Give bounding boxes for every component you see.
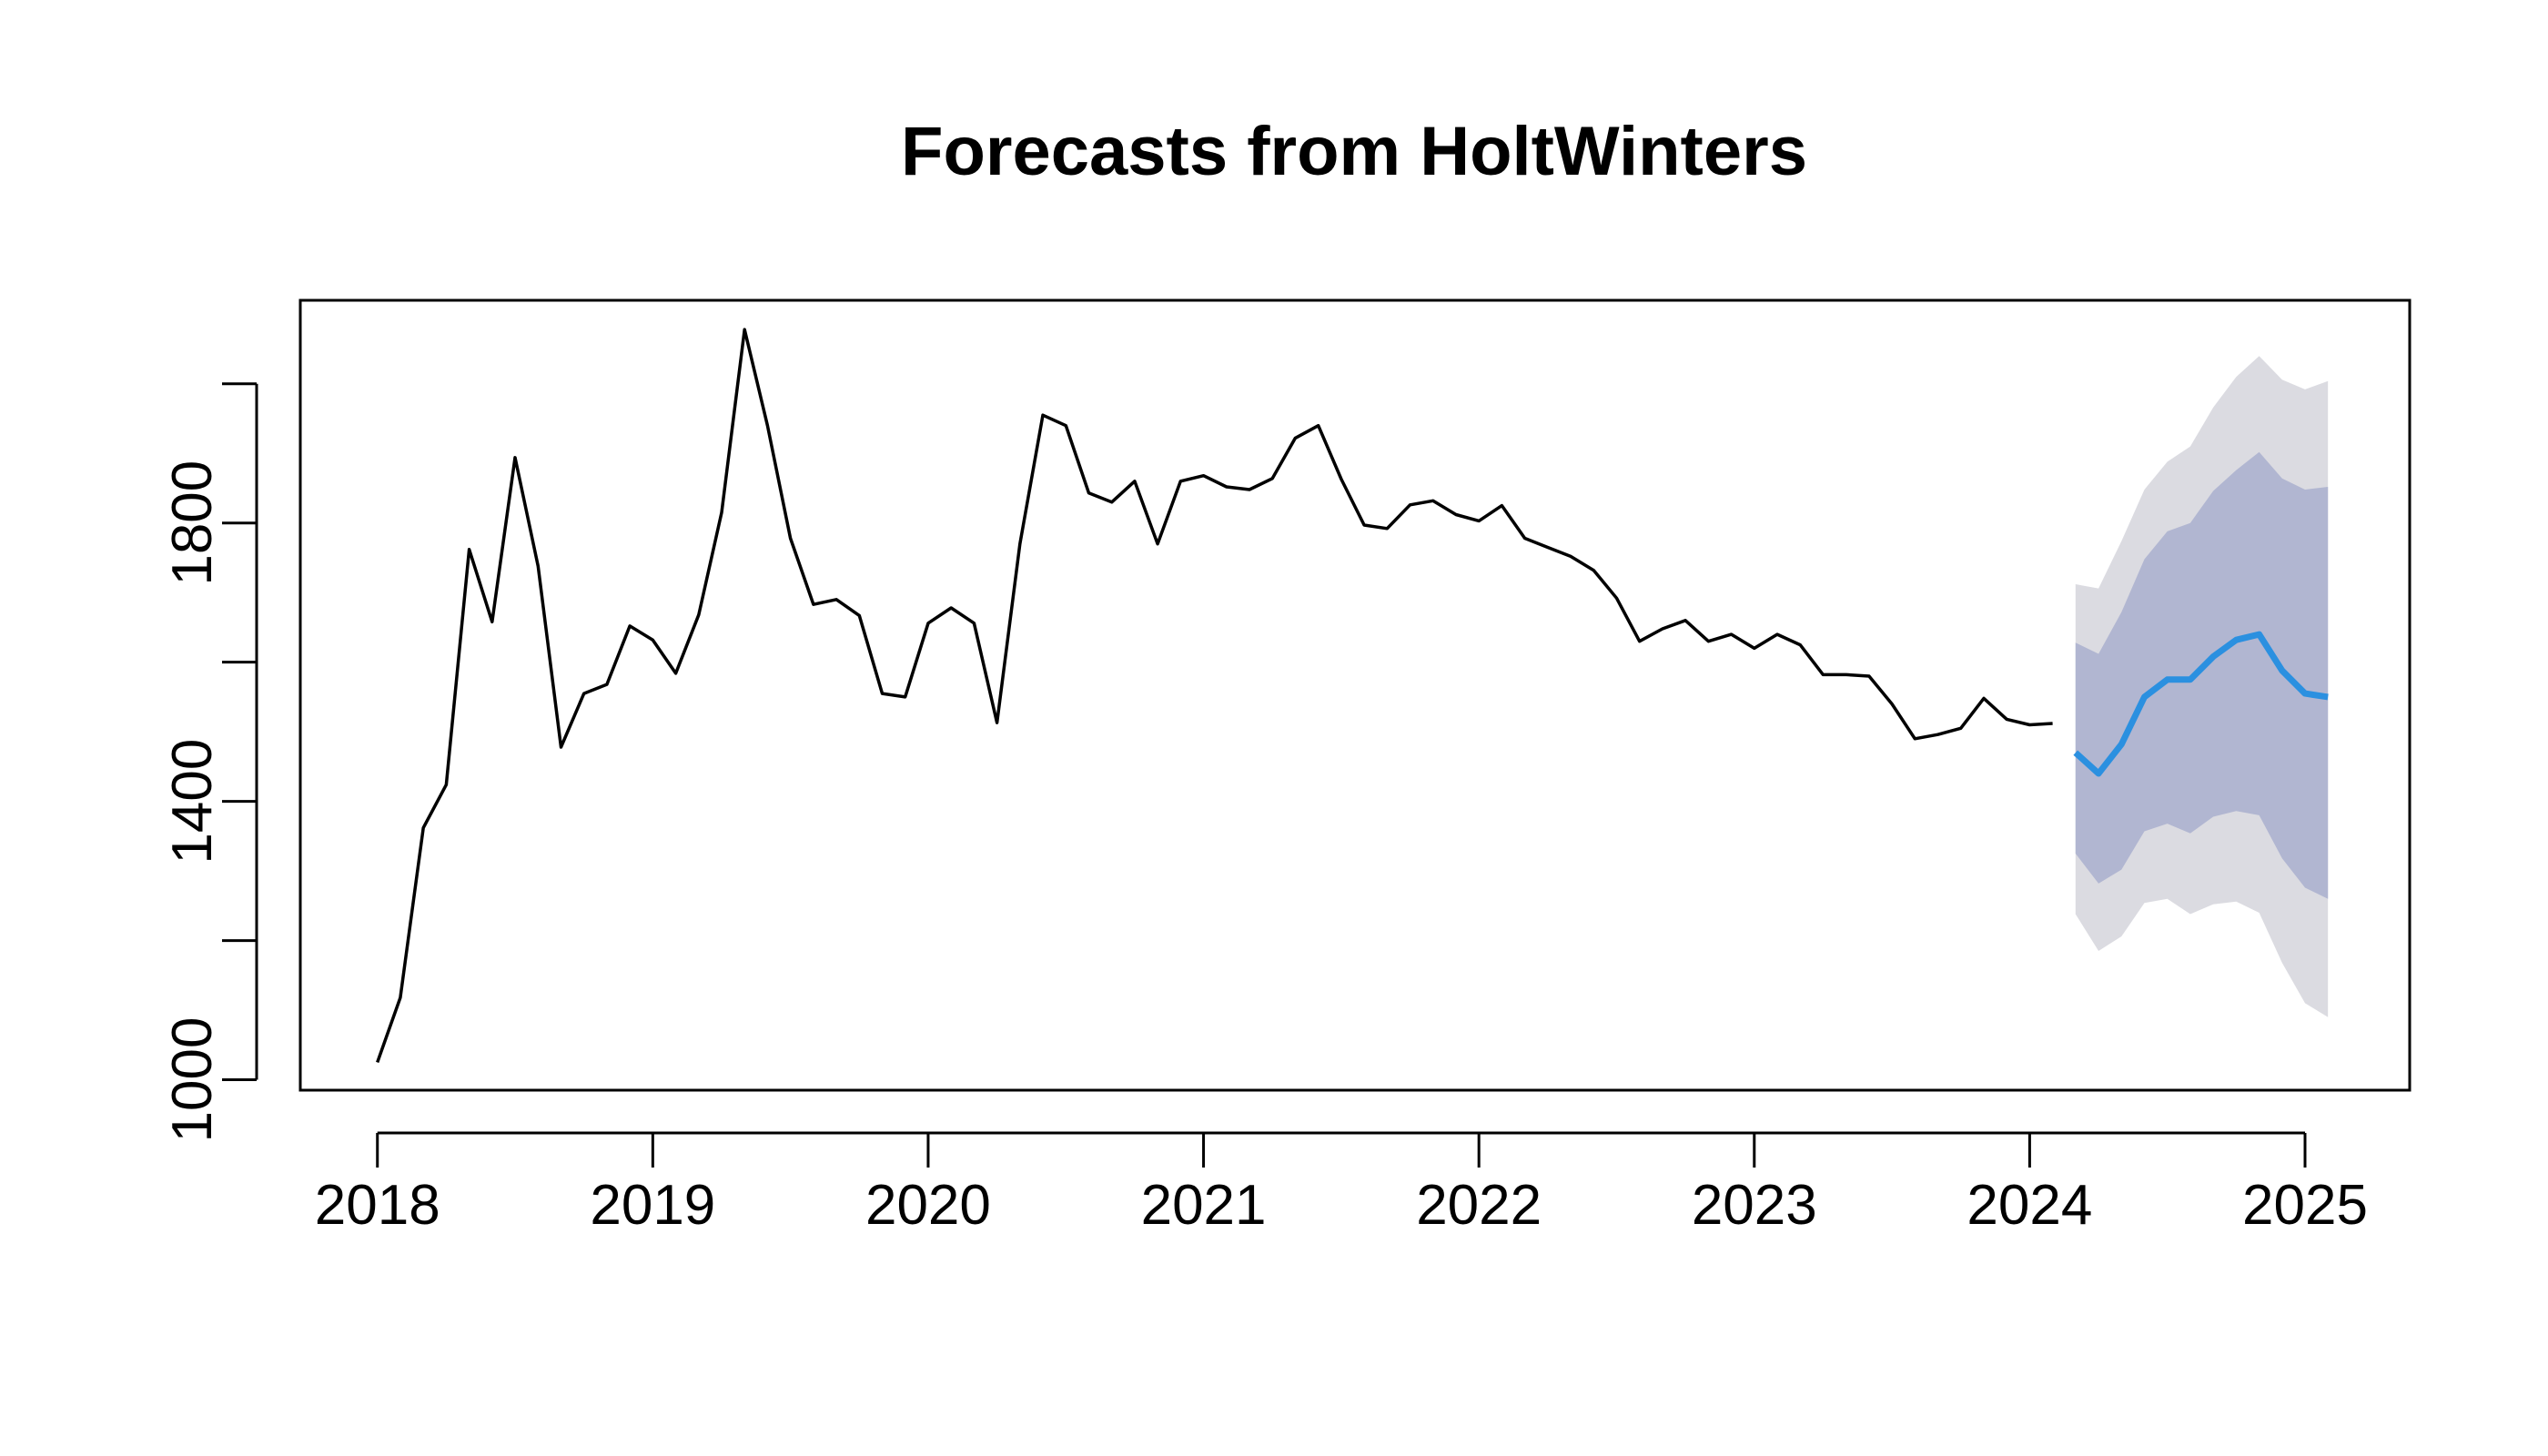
x-tick-label: 2018 (315, 1174, 440, 1237)
y-tick-label: 1800 (161, 460, 224, 586)
forecast-mean-line (2073, 631, 2329, 777)
y-tick-label: 1000 (161, 1017, 224, 1143)
x-axis: 2018 2019 2020 2021 2022 2023 2024 2025 (315, 1131, 2368, 1237)
observed-series (376, 328, 2053, 1063)
y-tick-label: 1400 (161, 739, 224, 864)
plot-frame (298, 298, 2412, 1092)
x-tick-label: 2025 (2242, 1174, 2368, 1237)
x-tick-label: 2020 (865, 1174, 991, 1237)
x-tick-label: 2024 (1967, 1174, 2092, 1237)
x-tick-label: 2022 (1416, 1174, 1542, 1237)
x-tick-label: 2023 (1692, 1174, 1817, 1237)
interval-80-band (2075, 451, 2329, 899)
y-axis: 1000 1400 1800 (161, 382, 258, 1143)
observed-line (376, 328, 2053, 1063)
interval-80-area (2075, 451, 2329, 899)
x-tick-label: 2019 (590, 1174, 715, 1237)
x-tick-label: 2021 (1141, 1174, 1267, 1237)
chart-title: Forecasts from HoltWinters (901, 113, 1807, 190)
forecast-mean-series (2073, 631, 2329, 777)
